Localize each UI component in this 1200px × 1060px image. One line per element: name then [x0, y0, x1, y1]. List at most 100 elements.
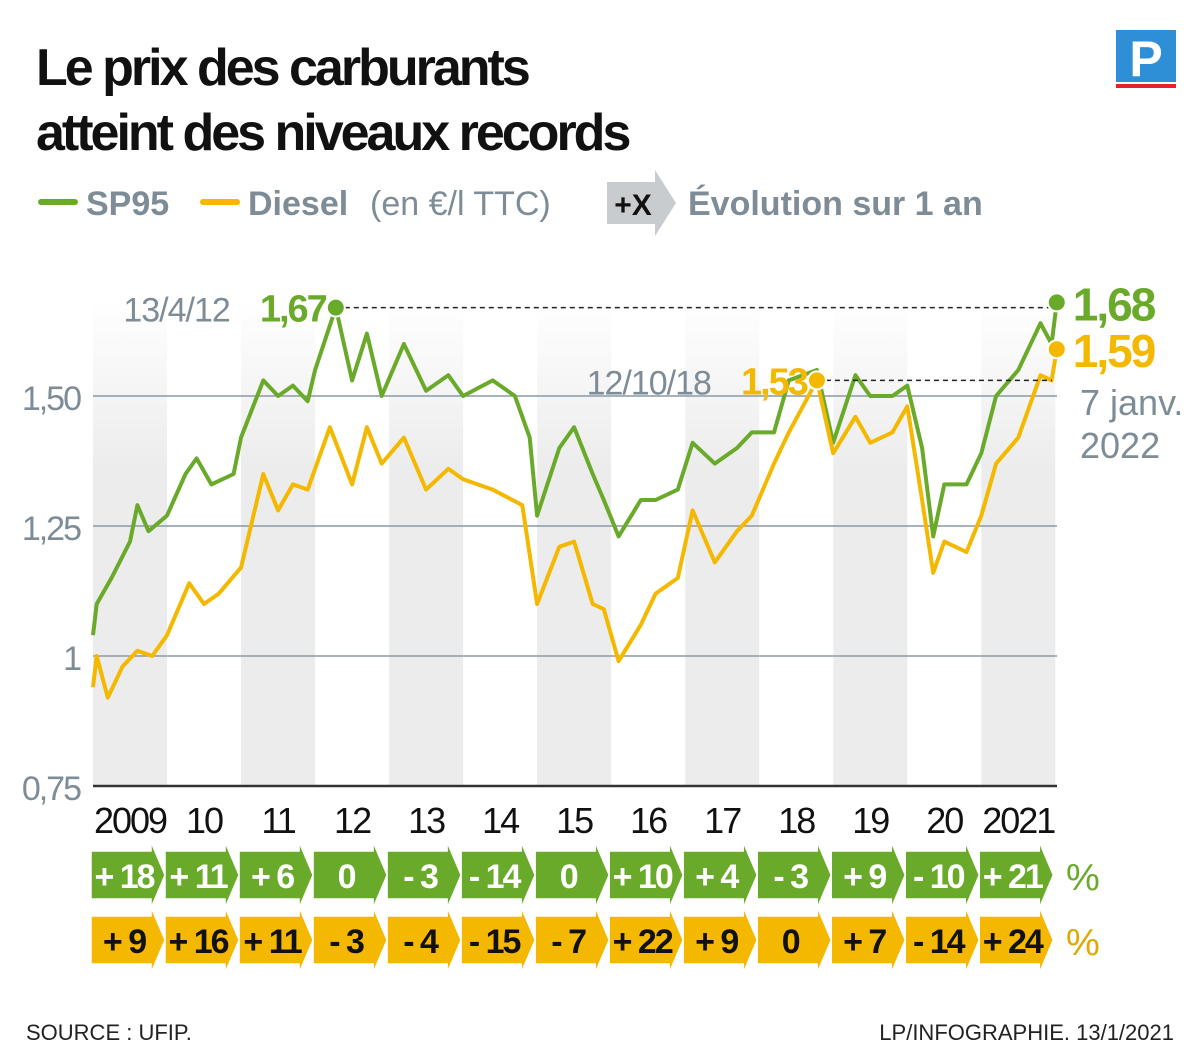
change-arrow-diesel: [386, 906, 462, 974]
change-value-diesel: + 11: [243, 923, 301, 961]
year-band: [685, 300, 760, 786]
legend-sp95: SP95: [86, 185, 169, 223]
change-value-diesel: + 9: [695, 923, 738, 961]
change-arrow-sp95: [238, 841, 314, 909]
title-line-1: Le prix des carburants: [36, 39, 529, 97]
change-arrow-sp95: [460, 841, 536, 909]
change-value-sp95: - 14: [469, 858, 522, 896]
y-tick-label: 1,50: [22, 380, 81, 418]
change-value-sp95: - 3: [773, 858, 808, 896]
change-value-sp95: + 18: [94, 858, 154, 896]
legend-swatch-diesel: [200, 199, 240, 205]
change-arrow-sp95: [682, 841, 759, 909]
end-value-label: 1,68: [1073, 278, 1156, 330]
change-value-diesel: + 22: [613, 923, 673, 961]
change-value-diesel: - 7: [551, 923, 586, 961]
annotation-point: [1046, 339, 1067, 360]
change-arrow-diesel: [608, 906, 684, 974]
x-tick-label: 18: [778, 800, 815, 841]
percent-unit-sp95: %: [1066, 857, 1100, 899]
change-value-sp95: + 6: [251, 858, 294, 896]
change-arrow-diesel: [904, 906, 981, 974]
end-value-label: 1,59: [1073, 325, 1155, 377]
x-tick-label: 10: [186, 800, 223, 841]
percent-unit-diesel: %: [1066, 922, 1100, 964]
legend-swatch-sp95: [38, 199, 78, 205]
x-tick-label: 16: [630, 800, 667, 841]
year-band: [833, 300, 908, 786]
change-arrow-diesel: [238, 906, 314, 974]
year-band: [241, 300, 316, 786]
change-arrow-sp95: [830, 841, 907, 909]
title-line-2: atteint des niveaux records: [36, 104, 629, 162]
change-arrow-sp95: [534, 841, 610, 909]
change-value-diesel: + 16: [168, 923, 228, 961]
annotation-point: [325, 297, 346, 318]
change-value-sp95: + 4: [695, 858, 739, 896]
change-value-sp95: - 3: [403, 858, 438, 896]
x-tick-label: 17: [704, 800, 741, 841]
change-arrow-sp95: [978, 841, 1055, 909]
change-arrow-diesel: [830, 906, 907, 974]
legend-unit: (en €/l TTC): [370, 185, 551, 223]
credit: LP/INFOGRAPHIE. 13/1/2021: [879, 1020, 1174, 1045]
change-arrow-sp95: [756, 841, 833, 909]
x-tick-label: 11: [261, 800, 295, 841]
change-value-diesel: + 9: [103, 923, 146, 961]
end-date-line-2: 2022: [1080, 425, 1160, 466]
annotation-date: 12/10/18: [587, 364, 711, 402]
change-arrow-sp95: [90, 841, 166, 909]
legend-evolution: Évolution sur 1 an: [688, 185, 983, 223]
change-arrow-diesel: [682, 906, 759, 974]
x-tick-label: 13: [408, 800, 445, 841]
change-arrow-sp95: [904, 841, 981, 909]
change-value-sp95: 0: [338, 858, 356, 896]
y-tick-label: 1: [63, 640, 81, 678]
change-value-sp95: + 10: [613, 858, 673, 896]
annotation-value: 1,53: [741, 361, 808, 403]
change-arrow-sp95: [608, 841, 684, 909]
change-value-sp95: 0: [560, 858, 578, 896]
change-value-diesel: 0: [782, 923, 800, 961]
change-value-diesel: + 24: [983, 923, 1044, 961]
series-line-diesel: [91, 348, 1059, 700]
source: SOURCE : UFIP.: [26, 1020, 192, 1045]
annotation-point: [806, 370, 827, 391]
change-value-sp95: + 21: [983, 858, 1043, 896]
end-date-line-1: 7 janv.: [1080, 382, 1183, 423]
x-tick-label: 2009: [94, 800, 167, 841]
annotation-point: [1046, 292, 1067, 313]
change-arrow-diesel: [978, 906, 1055, 974]
annotation-date: 13/4/12: [123, 292, 230, 330]
change-value-sp95: + 11: [169, 858, 227, 896]
change-arrow-diesel: [460, 906, 536, 974]
year-band: [389, 300, 464, 786]
change-arrow-diesel: [534, 906, 610, 974]
legend-badge-arrow: [607, 170, 676, 236]
change-arrow-diesel: [90, 906, 166, 974]
change-arrow-sp95: [312, 841, 388, 909]
x-tick-label: 14: [482, 800, 519, 841]
series-line-sp95: [91, 302, 1059, 636]
change-value-diesel: - 3: [329, 923, 364, 961]
change-arrow-diesel: [312, 906, 388, 974]
x-tick-label: 12: [334, 800, 371, 841]
change-value-diesel: + 7: [843, 923, 886, 961]
change-arrow-sp95: [164, 841, 240, 909]
logo: P: [1116, 30, 1176, 88]
logo-letter: P: [1129, 31, 1162, 87]
legend-diesel: Diesel: [248, 185, 348, 223]
legend: SP95 Diesel (en €/l TTC) +X Évolution su…: [38, 170, 983, 236]
x-tick-label: 19: [852, 800, 889, 841]
change-arrow-diesel: [756, 906, 833, 974]
legend-badge-text: +X: [614, 189, 652, 222]
y-tick-label: 0,75: [22, 770, 81, 808]
change-value-sp95: + 9: [843, 858, 886, 896]
change-value-diesel: - 15: [469, 923, 521, 961]
change-arrow-diesel: [164, 906, 240, 974]
y-tick-label: 1,25: [22, 510, 81, 548]
change-value-diesel: - 14: [913, 923, 966, 961]
annotation-value: 1,67: [260, 289, 327, 331]
x-tick-label: 20: [926, 800, 963, 841]
